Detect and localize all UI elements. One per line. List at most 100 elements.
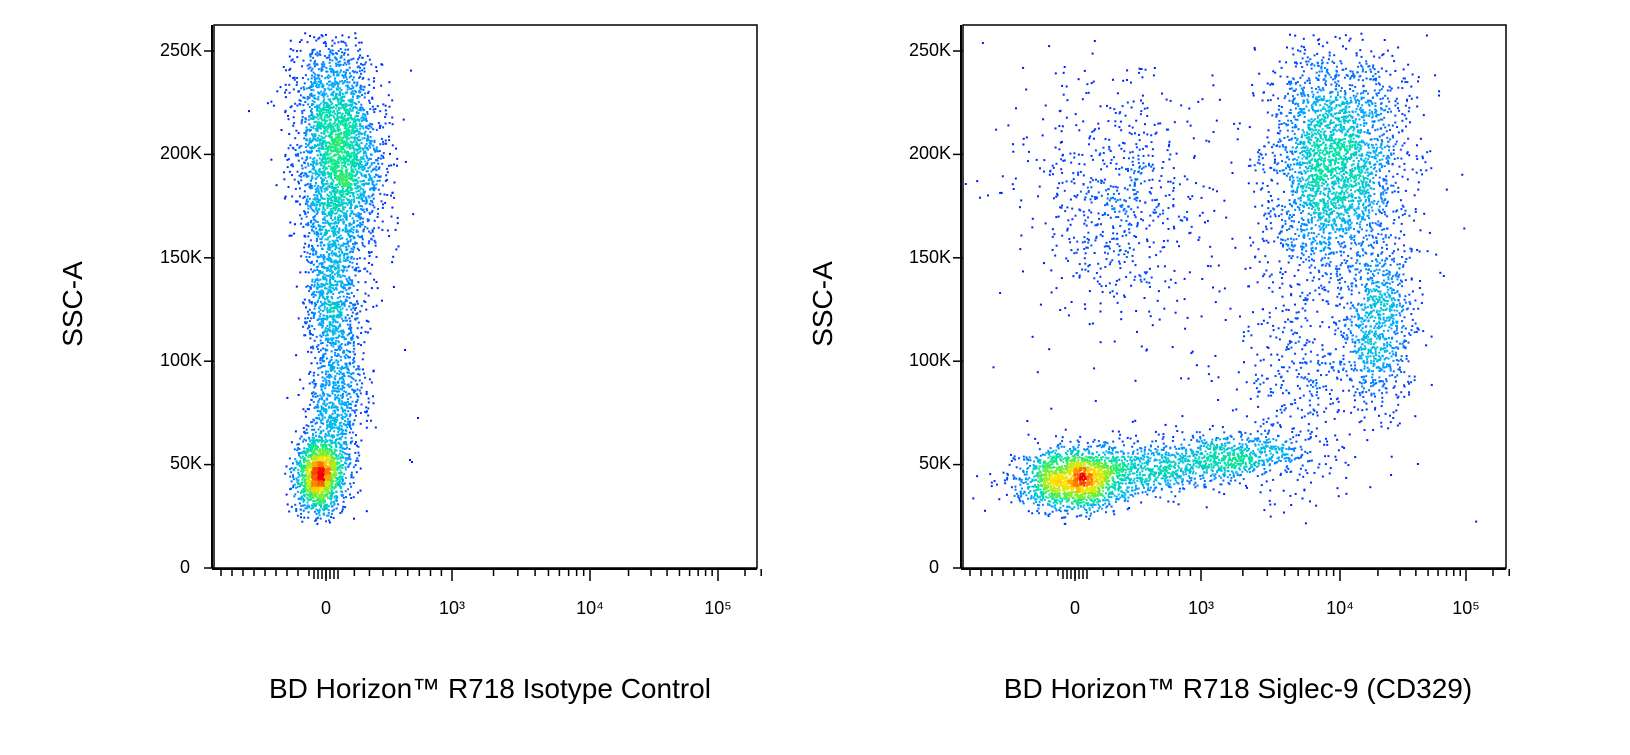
event-dot bbox=[355, 262, 358, 265]
event-dot bbox=[367, 90, 370, 93]
event-dot bbox=[355, 230, 358, 233]
event-dot bbox=[336, 387, 339, 390]
event-dot bbox=[367, 92, 370, 94]
event-dot bbox=[333, 273, 336, 276]
event-dot bbox=[332, 158, 334, 161]
event-dot bbox=[309, 66, 312, 69]
event-dot bbox=[344, 506, 347, 509]
event-dot bbox=[320, 396, 323, 399]
event-dot bbox=[315, 508, 318, 511]
event-dot bbox=[296, 170, 299, 173]
event-dot bbox=[320, 436, 323, 439]
event-dot bbox=[299, 214, 302, 217]
event-dot bbox=[345, 68, 348, 71]
event-dot bbox=[307, 223, 310, 226]
event-dot bbox=[300, 122, 303, 125]
event-dot bbox=[348, 107, 351, 110]
event-dot bbox=[334, 204, 337, 207]
event-dot bbox=[320, 290, 323, 293]
event-dot bbox=[338, 348, 341, 351]
event-dot bbox=[350, 203, 353, 206]
event-dot bbox=[310, 126, 313, 129]
event-dot bbox=[320, 320, 323, 323]
event-dot bbox=[338, 446, 341, 449]
event-dot bbox=[323, 109, 325, 112]
event-dot bbox=[325, 162, 328, 165]
event-dot bbox=[326, 292, 329, 295]
event-dot bbox=[347, 383, 350, 386]
event-dot bbox=[348, 207, 351, 210]
event-dot bbox=[322, 124, 325, 127]
event-dot bbox=[349, 156, 352, 159]
event-dot bbox=[337, 143, 340, 146]
event-dot bbox=[352, 476, 355, 479]
event-dot bbox=[338, 208, 341, 211]
event-dot bbox=[331, 482, 334, 485]
event-dot bbox=[316, 123, 319, 126]
event-dot bbox=[333, 302, 336, 305]
event-dot bbox=[312, 497, 315, 500]
event-dot bbox=[331, 160, 334, 162]
event-dot bbox=[340, 444, 343, 446]
event-dot bbox=[301, 468, 304, 471]
event-dot bbox=[319, 278, 322, 281]
event-dot bbox=[334, 230, 337, 233]
event-dot bbox=[319, 285, 322, 288]
event-dot bbox=[292, 116, 295, 119]
event-dot bbox=[338, 151, 341, 153]
event-dot bbox=[320, 190, 323, 193]
event-dot bbox=[358, 130, 361, 133]
event-dot bbox=[324, 230, 327, 233]
event-dot bbox=[329, 303, 332, 306]
event-dot bbox=[342, 379, 345, 382]
event-dot bbox=[370, 140, 373, 143]
event-dot bbox=[309, 261, 312, 264]
event-dot bbox=[367, 124, 370, 127]
event-dot bbox=[321, 446, 324, 449]
event-dot bbox=[365, 406, 368, 409]
event-dot bbox=[334, 326, 337, 329]
event-dot bbox=[328, 521, 331, 524]
event-dot bbox=[350, 381, 353, 384]
event-dot bbox=[320, 389, 323, 391]
event-dot bbox=[341, 80, 344, 83]
event-dot bbox=[358, 213, 361, 216]
event-dot bbox=[307, 425, 310, 428]
event-dot bbox=[322, 383, 325, 386]
event-dot bbox=[300, 175, 303, 178]
event-dot bbox=[318, 150, 321, 153]
event-dot bbox=[303, 461, 305, 464]
event-dot bbox=[317, 76, 320, 79]
event-dot bbox=[342, 500, 345, 503]
event-dot bbox=[325, 339, 328, 342]
event-dot bbox=[308, 454, 310, 457]
event-dot bbox=[345, 202, 348, 205]
event-dot bbox=[333, 288, 336, 291]
event-dot bbox=[330, 222, 333, 225]
event-dot bbox=[323, 217, 326, 220]
event-dot bbox=[323, 197, 326, 200]
event-dot bbox=[340, 56, 343, 59]
event-dot bbox=[303, 504, 306, 507]
event-dot bbox=[337, 88, 340, 91]
event-dot bbox=[365, 510, 368, 513]
event-dot bbox=[313, 185, 316, 187]
event-dot bbox=[368, 378, 371, 381]
event-dot bbox=[313, 146, 316, 149]
event-dot bbox=[318, 110, 321, 113]
event-dot bbox=[305, 451, 307, 454]
event-dot bbox=[360, 172, 363, 175]
event-dot bbox=[348, 281, 351, 284]
event-dot bbox=[340, 157, 343, 160]
event-dot bbox=[346, 426, 349, 429]
event-dot bbox=[339, 376, 342, 379]
event-dot bbox=[342, 301, 345, 304]
event-dot bbox=[337, 209, 340, 212]
event-dot bbox=[333, 306, 336, 309]
event-dot bbox=[301, 167, 304, 170]
event-dot bbox=[329, 222, 332, 225]
event-dot bbox=[342, 403, 344, 406]
event-dot bbox=[325, 334, 328, 337]
event-dot bbox=[312, 446, 315, 449]
event-dot bbox=[304, 322, 307, 325]
